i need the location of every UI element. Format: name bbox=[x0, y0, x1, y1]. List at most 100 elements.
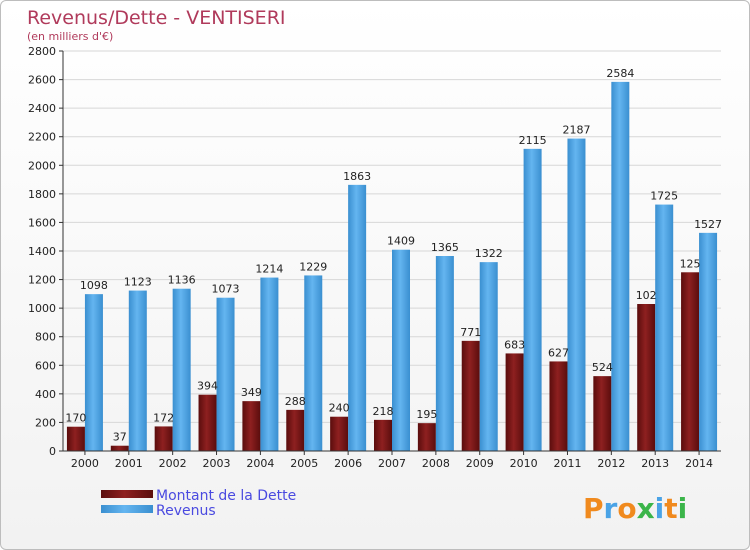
data-label-revenus: 1123 bbox=[124, 276, 152, 289]
y-tick-label: 1800 bbox=[28, 188, 56, 201]
bar-debt bbox=[110, 445, 129, 451]
y-axis-ticks: 0 200 400 600 800 1000 1200 1400 1600 1800 2000 220… bbox=[28, 45, 63, 458]
bar-debt bbox=[330, 416, 349, 451]
bar-revenus bbox=[392, 249, 410, 451]
bar-debt bbox=[154, 426, 173, 451]
bar-revenus bbox=[260, 277, 279, 451]
data-label-revenus: 2187 bbox=[562, 124, 590, 137]
data-label-revenus: 1725 bbox=[650, 190, 678, 203]
data-label-revenus: 2115 bbox=[519, 134, 547, 147]
logo-letter: x bbox=[637, 492, 655, 525]
data-label-debt: 125 bbox=[680, 257, 701, 270]
data-label-debt: 218 bbox=[373, 405, 394, 418]
x-tick-label: 2001 bbox=[115, 457, 143, 470]
y-tick-label: 0 bbox=[49, 445, 56, 458]
y-tick-label: 2800 bbox=[28, 45, 56, 58]
y-tick-label: 2000 bbox=[28, 159, 56, 172]
logo-letter: t bbox=[664, 492, 677, 525]
x-tick-label: 2014 bbox=[685, 457, 713, 470]
data-label-debt: 288 bbox=[285, 395, 306, 408]
y-tick-label: 200 bbox=[35, 416, 56, 429]
legend-label-debt: Montant de la Dette bbox=[156, 488, 296, 504]
y-tick-label: 2400 bbox=[28, 102, 56, 115]
y-tick-label: 2200 bbox=[28, 131, 56, 144]
bar-revenus bbox=[567, 138, 586, 452]
chart-subtitle: (en milliers d'€) bbox=[27, 30, 113, 43]
x-tick-label: 2009 bbox=[466, 457, 494, 470]
data-label-debt: 195 bbox=[416, 408, 437, 421]
x-axis-ticks: 2000 2001 2002 2003 2004 2005 2006 2007 2008 2009… bbox=[71, 451, 713, 470]
data-labels: 170 1098 37 1123 172 1136 394 1073 349 1214 288 122… bbox=[65, 67, 722, 444]
data-label-revenus: 1365 bbox=[431, 241, 459, 254]
data-label-revenus: 1073 bbox=[212, 283, 240, 296]
bar-debt bbox=[461, 340, 480, 451]
legend-swatch-revenus bbox=[101, 505, 153, 513]
logo-letter: i bbox=[655, 492, 665, 525]
bars bbox=[66, 81, 718, 452]
bar-revenus bbox=[304, 275, 323, 451]
chart-title: Revenus/Dette - VENTISERI bbox=[27, 7, 286, 29]
proxiti-logo: Proxiti bbox=[583, 492, 687, 525]
x-tick-label: 2002 bbox=[159, 457, 187, 470]
data-label-debt: 771 bbox=[460, 326, 481, 339]
y-tick-label: 1000 bbox=[28, 302, 56, 315]
data-label-debt: 170 bbox=[65, 412, 86, 425]
logo-letter: i bbox=[678, 492, 688, 525]
y-tick-label: 600 bbox=[35, 359, 56, 372]
y-tick-label: 2600 bbox=[28, 74, 56, 87]
data-label-revenus: 1409 bbox=[387, 235, 415, 248]
y-tick-label: 1200 bbox=[28, 274, 56, 287]
y-tick-label: 1400 bbox=[28, 245, 56, 258]
bar-debt bbox=[681, 272, 700, 451]
bar-debt bbox=[637, 304, 656, 451]
logo-letter: P bbox=[583, 492, 604, 525]
data-label-debt: 172 bbox=[153, 411, 174, 424]
data-label-debt: 37 bbox=[113, 431, 127, 444]
x-tick-label: 2013 bbox=[641, 457, 669, 470]
bar-revenus bbox=[84, 294, 103, 451]
data-label-revenus: 1214 bbox=[255, 263, 283, 276]
x-tick-label: 2010 bbox=[510, 457, 538, 470]
data-label-debt: 240 bbox=[329, 402, 350, 415]
data-label-revenus: 1863 bbox=[343, 170, 371, 183]
bar-debt bbox=[505, 353, 524, 451]
bar-revenus bbox=[523, 148, 542, 451]
x-tick-label: 2011 bbox=[553, 457, 581, 470]
data-label-revenus: 1136 bbox=[168, 274, 196, 287]
bar-revenus bbox=[216, 297, 235, 451]
x-tick-label: 2006 bbox=[334, 457, 362, 470]
data-label-debt: 394 bbox=[197, 380, 218, 393]
y-tick-label: 800 bbox=[35, 331, 56, 344]
bar-revenus bbox=[479, 262, 498, 451]
data-label-debt: 102 bbox=[636, 289, 657, 302]
x-tick-label: 2004 bbox=[246, 457, 274, 470]
x-tick-label: 2005 bbox=[290, 457, 318, 470]
bar-debt bbox=[549, 361, 568, 451]
bar-debt bbox=[417, 423, 436, 451]
data-label-revenus: 1229 bbox=[299, 260, 327, 273]
x-tick-label: 2007 bbox=[378, 457, 406, 470]
legend-swatch-debt bbox=[101, 490, 153, 498]
x-tick-label: 2012 bbox=[597, 457, 625, 470]
x-tick-label: 2003 bbox=[203, 457, 231, 470]
legend: Montant de la Dette Revenus bbox=[101, 488, 296, 519]
data-label-debt: 627 bbox=[548, 346, 569, 359]
x-tick-label: 2000 bbox=[71, 457, 99, 470]
logo-letter: o bbox=[617, 492, 636, 525]
data-label-revenus: 1322 bbox=[475, 247, 503, 260]
data-label-debt: 349 bbox=[241, 386, 262, 399]
bar-debt bbox=[593, 376, 612, 451]
bar-debt bbox=[374, 419, 392, 451]
bar-revenus bbox=[655, 204, 674, 451]
data-label-debt: 524 bbox=[592, 361, 613, 374]
bar-revenus bbox=[128, 290, 147, 451]
bar-debt bbox=[198, 394, 217, 451]
bar-revenus bbox=[699, 232, 718, 451]
bar-debt bbox=[66, 426, 85, 451]
logo-letter: r bbox=[604, 492, 618, 525]
bar-revenus bbox=[611, 81, 630, 451]
data-label-revenus: 1527 bbox=[694, 218, 722, 231]
data-label-revenus: 2584 bbox=[606, 67, 634, 80]
